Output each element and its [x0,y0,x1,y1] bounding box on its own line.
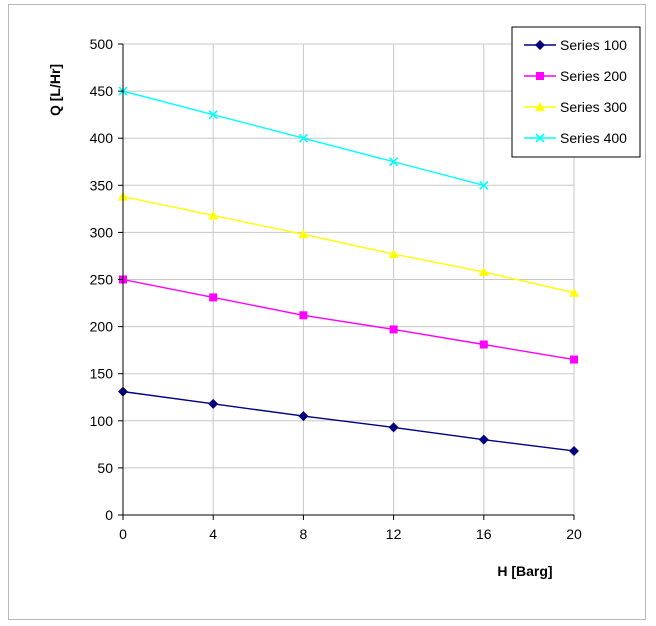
data-point [208,399,218,409]
legend-marker [536,72,544,80]
data-point [390,325,398,333]
tick-labels: 0 50 100 150 200 250 300 350 400 450 500 0 4 8 12 16 20 [90,36,582,542]
y-tick-label: 0 [105,507,113,523]
series-line-3 [123,197,574,293]
grid-lines [123,44,574,515]
x-tick-label: 16 [476,526,492,542]
legend: Series 100 Series 200 Series 300 Series 400 [512,27,640,157]
legend-label: Series 300 [560,99,627,115]
data-point [480,340,488,348]
y-tick-label: 450 [90,83,114,99]
series-line-2 [123,280,574,360]
y-tick-label: 300 [90,224,114,240]
legend-label: Series 200 [560,68,627,84]
axes [118,44,574,520]
data-point [299,311,307,319]
y-tick-label: 500 [90,36,114,52]
x-tick-label: 8 [300,526,308,542]
legend-label: Series 400 [560,130,627,146]
y-tick-label: 150 [90,366,114,382]
x-tick-label: 0 [119,526,127,542]
y-tick-label: 100 [90,413,114,429]
y-axis-title: Q [L/Hr] [47,64,63,116]
data-point [569,446,579,456]
data-point [570,356,578,364]
y-tick-label: 250 [90,272,114,288]
data-point [479,435,489,445]
x-axis-title: H [Barg] [497,563,552,579]
series-lines [123,91,574,451]
y-tick-label: 200 [90,319,114,335]
x-tick-label: 20 [566,526,582,542]
y-tick-label: 50 [97,460,113,476]
x-tick-label: 12 [386,526,402,542]
data-point [298,411,308,421]
data-point [209,293,217,301]
y-tick-label: 350 [90,177,114,193]
y-tick-label: 400 [90,130,114,146]
legend-label: Series 100 [560,37,627,53]
x-tick-label: 4 [209,526,217,542]
data-point [389,422,399,432]
